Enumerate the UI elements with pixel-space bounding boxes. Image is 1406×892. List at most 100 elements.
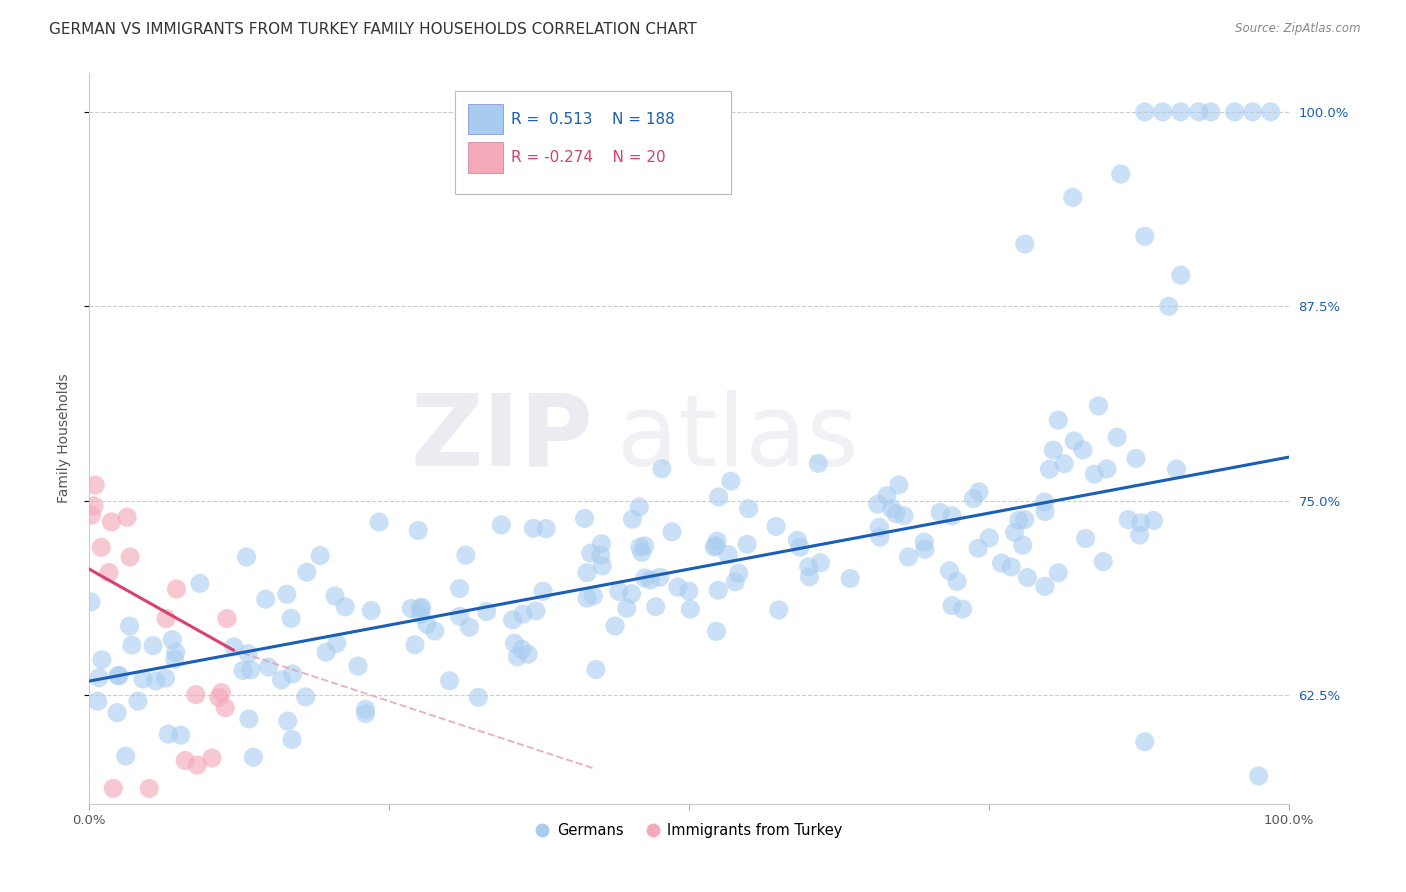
Point bbox=[368, 515, 391, 529]
Point bbox=[188, 576, 211, 591]
Point bbox=[83, 499, 105, 513]
Point bbox=[938, 564, 960, 578]
Point bbox=[1038, 462, 1060, 476]
Point bbox=[1133, 735, 1156, 749]
Point bbox=[142, 639, 165, 653]
Point bbox=[1170, 104, 1192, 119]
Point bbox=[108, 668, 131, 682]
Point bbox=[679, 602, 702, 616]
Point bbox=[1063, 434, 1085, 448]
Point bbox=[281, 732, 304, 747]
Point bbox=[222, 640, 245, 654]
Point bbox=[409, 607, 432, 622]
Point bbox=[941, 599, 963, 613]
Legend: Germans, Immigrants from Turkey: Germans, Immigrants from Turkey bbox=[529, 818, 849, 844]
Point bbox=[1133, 104, 1156, 119]
Point bbox=[115, 510, 138, 524]
Point bbox=[706, 534, 728, 549]
Point bbox=[1116, 513, 1139, 527]
Point bbox=[215, 611, 238, 625]
Point bbox=[1260, 104, 1282, 119]
Point bbox=[80, 595, 103, 609]
Point bbox=[354, 706, 377, 721]
Point bbox=[644, 599, 666, 614]
Point bbox=[1125, 451, 1147, 466]
Point bbox=[912, 535, 935, 549]
Point bbox=[439, 673, 461, 688]
Text: ZIP: ZIP bbox=[411, 390, 593, 487]
Point bbox=[799, 570, 821, 584]
Point bbox=[114, 749, 136, 764]
Point bbox=[524, 604, 547, 618]
Point bbox=[239, 663, 262, 677]
Point bbox=[797, 559, 820, 574]
Point bbox=[634, 571, 657, 585]
Point bbox=[1074, 532, 1097, 546]
Point bbox=[531, 584, 554, 599]
Point bbox=[990, 556, 1012, 570]
Point bbox=[620, 587, 643, 601]
Point bbox=[127, 694, 149, 708]
Point bbox=[866, 497, 889, 511]
Point bbox=[1142, 514, 1164, 528]
Point bbox=[90, 653, 112, 667]
Point bbox=[591, 537, 613, 551]
Point bbox=[510, 642, 533, 657]
Point bbox=[666, 580, 689, 594]
Point bbox=[1092, 555, 1115, 569]
Point bbox=[633, 539, 655, 553]
Point bbox=[706, 624, 728, 639]
Point bbox=[616, 601, 638, 615]
Point bbox=[80, 508, 103, 523]
Point bbox=[720, 474, 742, 488]
Point bbox=[506, 649, 529, 664]
Point bbox=[628, 540, 651, 554]
Point bbox=[121, 638, 143, 652]
Point bbox=[280, 611, 302, 625]
Point bbox=[1004, 525, 1026, 540]
Point bbox=[105, 706, 128, 720]
Point bbox=[1170, 268, 1192, 282]
Point bbox=[704, 539, 727, 553]
Point bbox=[640, 573, 662, 587]
Point bbox=[1129, 516, 1152, 530]
Point bbox=[839, 572, 862, 586]
Point bbox=[1000, 560, 1022, 574]
Point bbox=[1042, 443, 1064, 458]
Point bbox=[914, 542, 936, 557]
Point bbox=[737, 501, 759, 516]
Point bbox=[1129, 528, 1152, 542]
Point bbox=[786, 533, 808, 548]
Point bbox=[703, 540, 725, 554]
Point bbox=[1133, 229, 1156, 244]
Point bbox=[1071, 442, 1094, 457]
Point bbox=[585, 663, 607, 677]
Point bbox=[254, 592, 277, 607]
Point bbox=[1053, 457, 1076, 471]
Point bbox=[165, 645, 187, 659]
Text: R = -0.274    N = 20: R = -0.274 N = 20 bbox=[512, 150, 666, 165]
Point bbox=[335, 599, 357, 614]
Point bbox=[84, 478, 107, 492]
Point bbox=[1087, 399, 1109, 413]
Point bbox=[661, 524, 683, 539]
Point bbox=[107, 668, 129, 682]
Point bbox=[347, 659, 370, 673]
Point bbox=[967, 541, 990, 556]
Text: Source: ZipAtlas.com: Source: ZipAtlas.com bbox=[1236, 22, 1361, 36]
Point bbox=[467, 690, 489, 705]
Point bbox=[1247, 769, 1270, 783]
Point bbox=[765, 519, 787, 533]
Point bbox=[201, 751, 224, 765]
Point bbox=[277, 714, 299, 728]
Point bbox=[807, 457, 830, 471]
Point bbox=[630, 545, 652, 559]
Point bbox=[87, 671, 110, 685]
Point bbox=[1033, 495, 1056, 509]
Point bbox=[281, 667, 304, 681]
Point bbox=[503, 636, 526, 650]
Point bbox=[707, 490, 730, 504]
Point bbox=[887, 478, 910, 492]
Point bbox=[579, 546, 602, 560]
Point bbox=[276, 587, 298, 601]
